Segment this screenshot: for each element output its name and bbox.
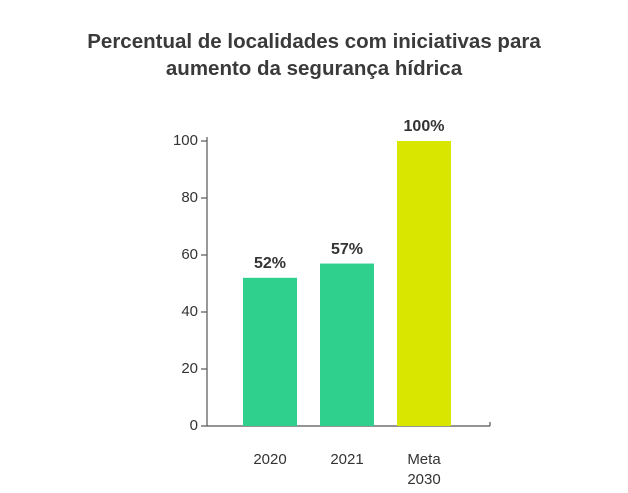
chart-title: Percentual de localidades com iniciativa…: [87, 30, 541, 80]
bar: [397, 141, 451, 426]
y-tick-label: 0: [190, 417, 198, 434]
data-label: 57%: [331, 241, 363, 258]
data-label: 100%: [404, 118, 445, 135]
x-tick-label: 2021: [330, 451, 364, 468]
data-label: 52%: [254, 255, 286, 272]
x-tick-label: Meta 2030: [407, 451, 441, 488]
y-tick-label: 100: [173, 132, 198, 149]
bar: [243, 277, 297, 426]
y-tick-label: 80: [181, 189, 198, 206]
bar: [320, 263, 374, 426]
y-tick-label: 40: [181, 303, 198, 320]
y-tick-label: 60: [181, 246, 198, 263]
x-tick-label: 2020: [253, 451, 287, 468]
y-tick-label: 20: [181, 360, 198, 377]
